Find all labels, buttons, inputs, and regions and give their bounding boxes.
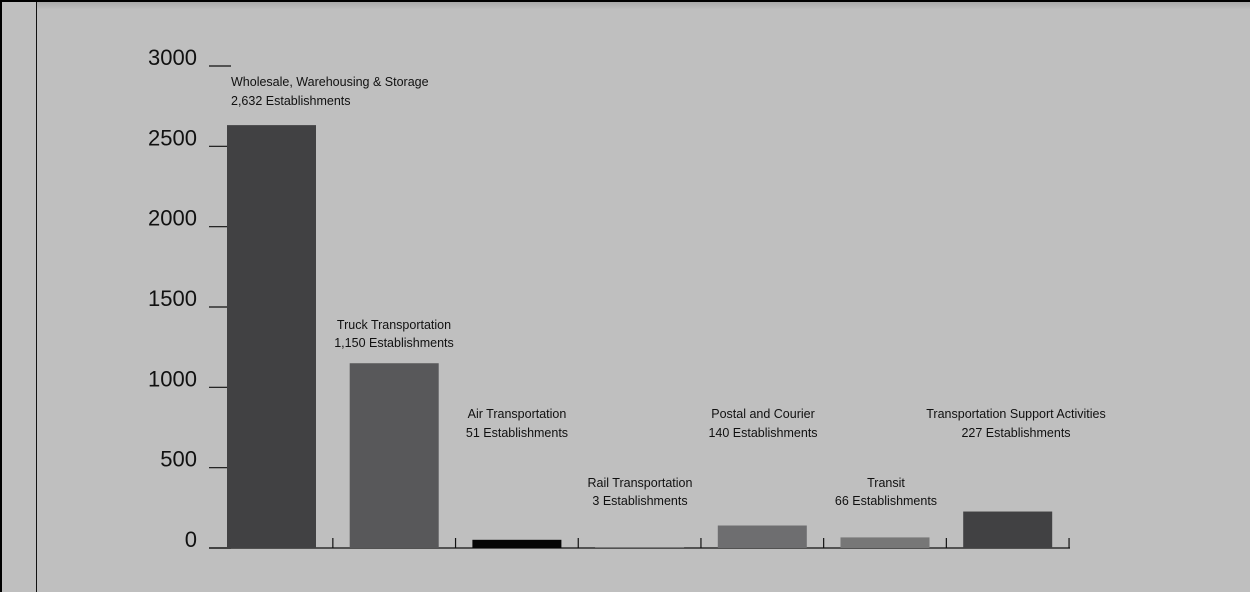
bar-value-label: 1,150 Establishments bbox=[334, 336, 454, 350]
y-tick-label: 3000 bbox=[148, 45, 197, 70]
y-tick-label: 2500 bbox=[148, 125, 197, 150]
bar-value-label: 3 Establishments bbox=[592, 494, 687, 508]
y-tick-label: 1500 bbox=[148, 286, 197, 311]
bar bbox=[595, 547, 685, 548]
bar bbox=[227, 125, 316, 548]
y-tick-label: 2000 bbox=[148, 206, 197, 231]
bar-value-label: 140 Establishments bbox=[708, 426, 817, 440]
y-tick-label: 500 bbox=[160, 447, 197, 472]
bar-category-label: Truck Transportation bbox=[337, 318, 451, 332]
bar-value-label: 227 Establishments bbox=[961, 426, 1070, 440]
bar-category-label: Rail Transportation bbox=[588, 476, 693, 490]
bar-category-label: Transportation Support Activities bbox=[926, 407, 1106, 421]
bar bbox=[963, 511, 1053, 548]
bar-value-label: 66 Establishments bbox=[835, 494, 937, 508]
bar-value-label: 2,632 Establishments bbox=[231, 94, 351, 108]
y-tick-label: 0 bbox=[185, 527, 197, 552]
bar bbox=[717, 525, 807, 548]
bars bbox=[227, 125, 1053, 548]
bar bbox=[840, 537, 930, 548]
x-axis bbox=[209, 538, 1070, 549]
bar-value-label: 51 Establishments bbox=[466, 426, 568, 440]
bar-category-label: Air Transportation bbox=[468, 407, 567, 421]
bar-category-label: Postal and Courier bbox=[711, 407, 815, 421]
bar-category-label: Transit bbox=[867, 476, 905, 490]
bar-labels: Wholesale, Warehousing & Storage 2,632 Es… bbox=[231, 75, 1106, 508]
bar-category-label: Wholesale, Warehousing & Storage bbox=[231, 75, 429, 89]
top-shadow-band bbox=[2, 2, 1250, 10]
y-tick-label: 1000 bbox=[148, 366, 197, 391]
y-axis: 0 500 1000 1500 2000 2500 3000 bbox=[148, 45, 231, 552]
bar bbox=[349, 363, 439, 548]
left-edge-strip bbox=[2, 2, 37, 592]
bar bbox=[472, 539, 562, 548]
